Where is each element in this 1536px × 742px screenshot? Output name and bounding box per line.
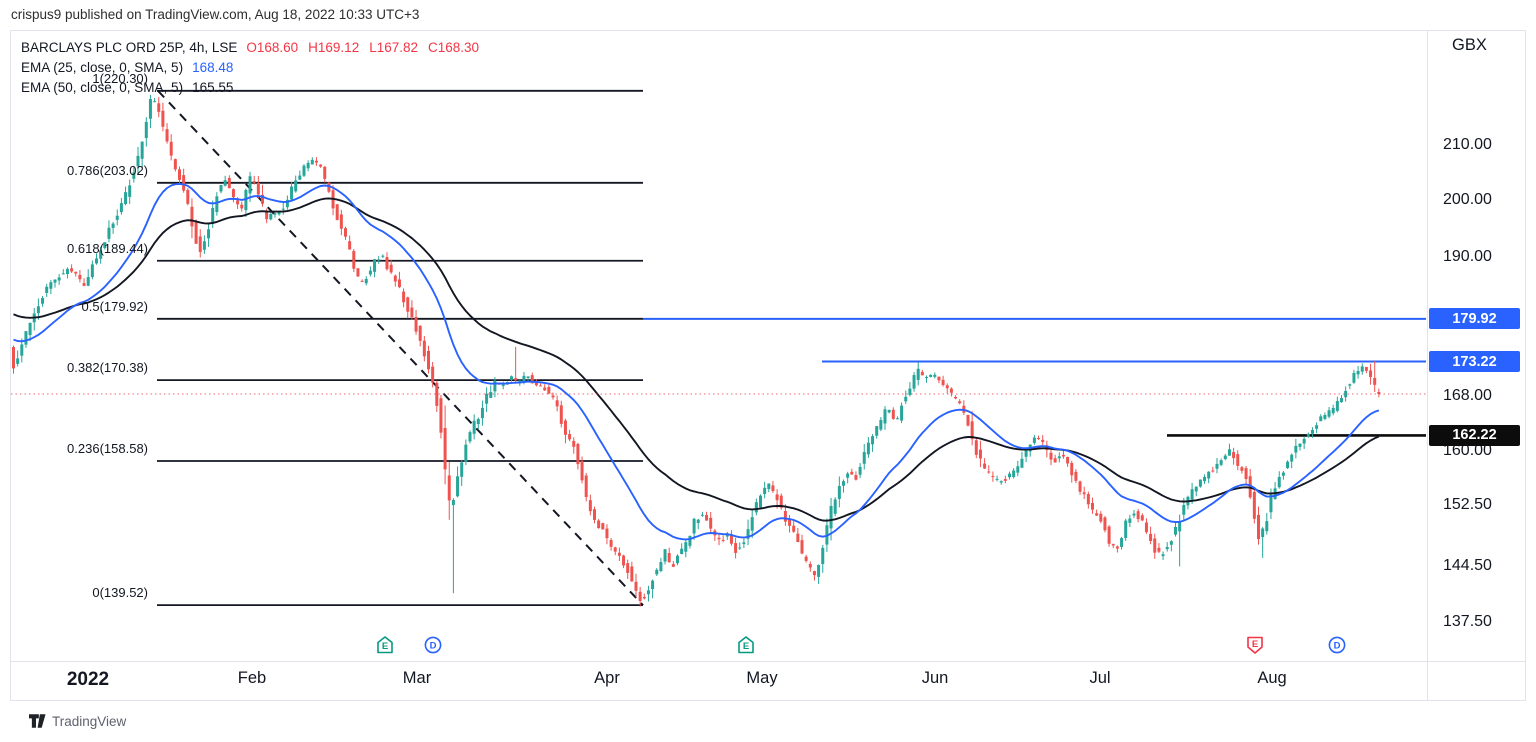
tradingview-logo-icon <box>29 714 46 728</box>
price-tick-label: 168.00 <box>1443 387 1492 404</box>
ema50-line[interactable] <box>13 197 1380 522</box>
ohlc-value: O168.60 <box>246 39 299 55</box>
time-axis-label: Apr <box>594 669 620 687</box>
publish-attribution: crispus9 published on TradingView.com, A… <box>11 7 420 22</box>
ema25-legend-row[interactable]: EMA (25, close, 0, SMA, 5) 168.48 <box>21 57 479 77</box>
fib-level-label: 0.382(170.38) <box>67 360 148 376</box>
fib-level-label: 0.236(158.58) <box>67 440 148 456</box>
ema25-line[interactable] <box>13 182 1380 541</box>
chart-legend: BARCLAYS PLC ORD 25P, 4h, LSE O168.60 H16… <box>21 37 479 97</box>
symbol-legend-row[interactable]: BARCLAYS PLC ORD 25P, 4h, LSE O168.60 H16… <box>21 37 479 57</box>
price-tick-label: 152.50 <box>1443 495 1492 513</box>
price-tick-label: 190.00 <box>1443 248 1492 266</box>
time-axis-label: Feb <box>237 669 267 687</box>
ema25-value: 168.48 <box>192 59 234 75</box>
dashed-trendline[interactable] <box>157 90 644 606</box>
symbol-title[interactable]: BARCLAYS PLC ORD 25P, 4h, LSE <box>21 39 238 55</box>
time-axis-label: Jun <box>921 669 949 687</box>
svg-text:E: E <box>1252 639 1258 650</box>
svg-text:E: E <box>743 641 749 652</box>
earnings-marker-icon[interactable]: E <box>1245 635 1265 655</box>
earnings-marker-icon[interactable]: E <box>736 635 756 655</box>
dividend-marker-icon[interactable]: D <box>423 635 443 655</box>
svg-text:D: D <box>430 641 437 652</box>
time-axis-label: Mar <box>402 669 432 687</box>
time-axis-label: May <box>746 669 778 687</box>
plot-area[interactable] <box>11 89 1427 607</box>
price-tick-label: 137.50 <box>1443 612 1492 630</box>
currency-label: GBX <box>1452 36 1487 54</box>
fib-level-label: 0.786(203.02) <box>67 162 148 178</box>
ema25-label: EMA (25, close, 0, SMA, 5) <box>21 59 184 75</box>
ema50-legend-row[interactable]: EMA (50, close, 0, SMA, 5) 165.55 <box>21 77 479 97</box>
time-axis-label: Jul <box>1089 669 1111 687</box>
ema50-value: 165.55 <box>192 79 234 95</box>
fib-level-label: 0.5(179.92) <box>81 298 149 314</box>
fib-level-label: 0(139.52) <box>92 585 148 601</box>
time-axis-label: Aug <box>1257 669 1287 687</box>
time-axis-label: 2022 <box>66 669 110 690</box>
svg-text:D: D <box>1334 641 1341 652</box>
price-tick-label: 200.00 <box>1443 190 1492 208</box>
ohlc-value: C168.30 <box>428 39 480 55</box>
earnings-marker-icon[interactable]: E <box>375 635 395 655</box>
chart-frame-border <box>10 30 1526 701</box>
svg-text:E: E <box>382 641 388 652</box>
fib-level-label: 0.618(189.44) <box>67 240 148 256</box>
tradingview-logo[interactable]: TradingView <box>29 713 126 729</box>
tradingview-logo-text: TradingView <box>52 713 127 729</box>
price-level-badge: 162.22 <box>1429 424 1520 446</box>
ohlc-value: L167.82 <box>369 39 419 55</box>
price-level-badge: 173.22 <box>1429 351 1520 373</box>
ema50-label: EMA (50, close, 0, SMA, 5) <box>21 79 184 95</box>
price-tick-label: 210.00 <box>1443 135 1492 153</box>
ohlc-value: H169.12 <box>308 39 360 55</box>
price-tick-label: 160.00 <box>1443 441 1492 459</box>
price-tick-label: 144.50 <box>1443 556 1492 574</box>
ohlc-values: O168.60 H169.12 L167.82 C168.30 <box>246 40 479 55</box>
fib-level-label: 1(220.30) <box>92 70 148 86</box>
price-level-badge: 179.92 <box>1429 308 1520 330</box>
dividend-marker-icon[interactable]: D <box>1327 635 1347 655</box>
